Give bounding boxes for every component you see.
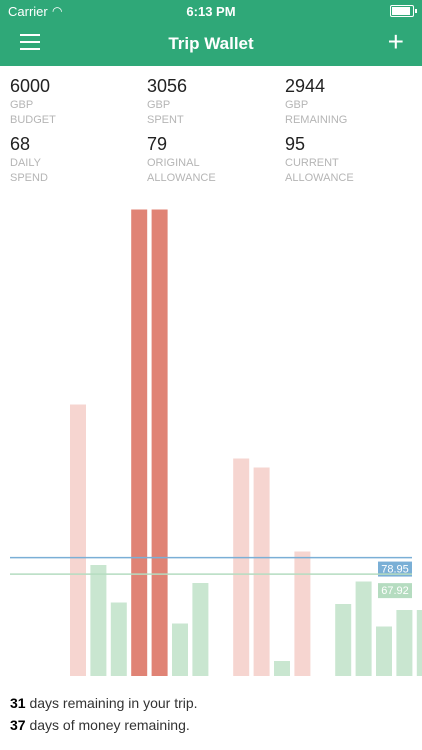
stat-label: SPENT [147, 114, 184, 126]
stat-value: 2944 [285, 76, 326, 96]
daily-spend-chart: 78.95 67.92 [10, 209, 422, 676]
stat-unit: GBP [147, 99, 171, 111]
plus-icon[interactable]: + [387, 26, 404, 57]
spend-bar [396, 610, 413, 676]
money-days-line: 37 days of money remaining. [10, 717, 198, 733]
nav-bar: Trip Wallet + [0, 22, 422, 66]
app-header: Carrier ◠ 6:13 PM Trip Wallet + [0, 0, 422, 66]
spend-bar [274, 661, 290, 676]
stat-value: 79 [147, 134, 168, 154]
stat-label: ALLOWANCE [147, 172, 216, 184]
spend-bar [70, 404, 86, 676]
days-remaining-line: 31 days remaining in your trip. [10, 695, 198, 711]
stat-label: SPEND [10, 172, 48, 184]
stat-budget: 6000 GBP BUDGET [10, 76, 140, 127]
hamburger-menu-icon[interactable] [20, 34, 40, 50]
page-title: Trip Wallet [168, 34, 254, 53]
spend-bar [192, 583, 209, 676]
spend-bar [376, 626, 392, 676]
status-bar: Carrier ◠ 6:13 PM [0, 0, 422, 22]
spend-bar [294, 551, 311, 676]
original-allowance-label: 67.92 [381, 585, 409, 597]
stat-value: 3056 [147, 76, 188, 96]
spend-bar [233, 458, 250, 676]
spend-bar [355, 581, 372, 676]
stat-remaining: 2944 GBP REMAINING [285, 76, 415, 127]
spend-bar [253, 467, 270, 676]
stat-label: BUDGET [10, 114, 56, 126]
battery-icon [390, 5, 417, 17]
stat-value: 6000 [10, 76, 51, 96]
stat-daily-spend: 68 DAILY SPEND [10, 134, 140, 185]
stat-unit: CURRENT [285, 157, 339, 169]
current-allowance-label: 78.95 [381, 564, 409, 576]
days-remaining-text: days remaining in your trip. [25, 695, 198, 711]
stat-value: 68 [10, 134, 31, 154]
stat-unit: GBP [285, 99, 309, 111]
money-days-count: 37 [10, 717, 26, 733]
stat-unit: GBP [10, 99, 34, 111]
original-allowance-tag [378, 583, 412, 599]
carrier-label: Carrier [8, 4, 48, 19]
stat-unit: DAILY [10, 157, 41, 169]
current-allowance-tag [378, 561, 412, 577]
spend-bar [335, 604, 352, 676]
spend-bar [110, 602, 127, 676]
stat-current-allowance: 95 CURRENT ALLOWANCE [285, 134, 415, 185]
stat-label: REMAINING [285, 114, 348, 126]
days-remaining-count: 31 [10, 695, 26, 711]
stat-label: ALLOWANCE [285, 172, 354, 184]
stat-unit: ORIGINAL [147, 157, 200, 169]
spend-bar [172, 623, 188, 676]
stat-original-allowance: 79 ORIGINAL ALLOWANCE [147, 134, 277, 185]
money-days-text: days of money remaining. [25, 717, 190, 733]
spend-bar [90, 565, 107, 676]
spend-bar [416, 610, 422, 676]
spend-bar [131, 209, 148, 676]
stat-spent: 3056 GBP SPENT [147, 76, 277, 127]
stat-value: 95 [285, 134, 306, 154]
wifi-icon: ◠ [52, 4, 63, 18]
trip-summary: 31 days remaining in your trip. 37 days … [10, 695, 198, 739]
status-time: 6:13 PM [186, 4, 236, 19]
spend-bar [151, 209, 168, 676]
